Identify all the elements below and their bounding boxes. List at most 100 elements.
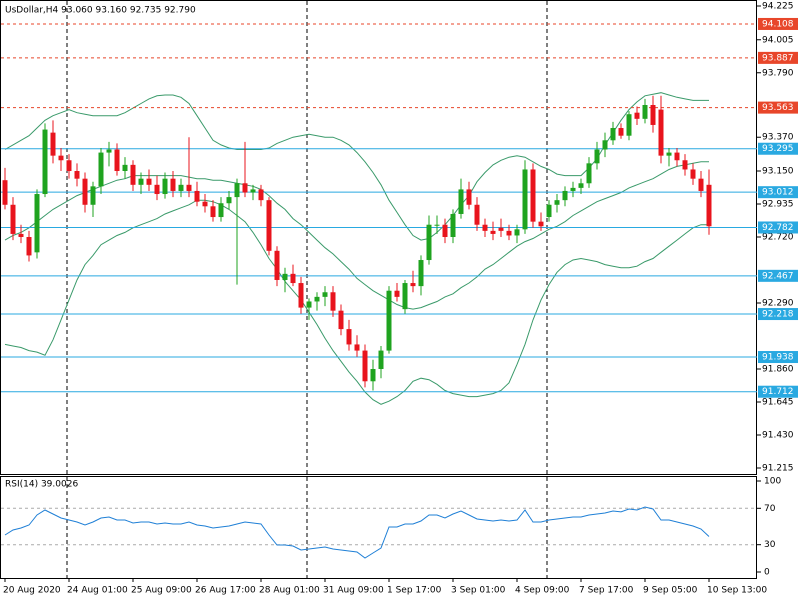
x-tick-label: 7 Sep 17:00 [579,586,634,596]
y-tick-label: 93.370 [762,133,794,143]
candle-body [306,301,312,308]
candle-body [58,155,64,161]
period-separators [66,1,548,578]
bollinger-band [4,199,709,405]
candle-body [530,169,536,222]
rsi-panel-frame [0,476,757,579]
candle-body [210,206,216,218]
candle-body [618,128,624,136]
candle-body [266,200,272,251]
x-tick-label: 10 Sep 13:00 [707,586,767,596]
candle-body [642,105,648,119]
level-label: 93.012 [762,188,794,198]
candle-body [362,350,368,382]
candle-body [242,183,248,193]
candle-body [554,200,560,205]
candle-body [402,283,408,310]
candle-body [698,178,704,191]
candle-body [290,273,296,284]
x-tick-label: 31 Aug 09:00 [323,586,384,596]
candle-body [426,224,432,261]
candle-body [10,204,16,234]
level-label: 92.467 [762,271,794,281]
level-label-box [758,221,798,234]
candle-body [66,160,72,171]
y-tick-label: 94.005 [762,35,794,45]
candle-body [90,186,96,205]
candle-body [570,187,576,191]
candle-body [546,204,552,218]
candle-body [274,250,280,280]
candle-body [482,224,488,231]
candle-body [114,149,120,171]
candle-body [658,109,664,156]
level-label-box [758,142,798,155]
candle-body [146,178,152,185]
candle-body [258,189,264,201]
candle-body [586,163,592,184]
candle-body [450,213,456,237]
y-tick-label: 0 [764,568,770,578]
level-label: 93.563 [762,103,794,113]
candle-body [218,203,224,218]
level-label-box [758,51,798,64]
x-tick-label: 25 Aug 09:00 [131,586,192,596]
y-tick-label: 92.935 [762,200,794,210]
x-tick-label: 3 Sep 01:00 [451,586,506,596]
y-tick-label: 100 [764,477,781,487]
candle-body [98,152,104,187]
y-tick-label: 91.215 [762,464,794,474]
y-tick-label: 93.150 [762,167,794,177]
x-tick-label: 24 Aug 01:00 [67,586,128,596]
candle-body [282,273,288,280]
candle-body [490,230,496,234]
level-label: 94.108 [762,19,794,29]
y-tick-label: 92.290 [762,299,794,309]
candle-body [458,189,464,214]
candle-body [226,197,232,204]
candle-body [2,180,8,205]
candle-body [498,227,504,231]
candle-body [354,344,360,351]
candle-body [122,164,128,171]
level-label-box [758,17,798,30]
candle-body [522,169,528,230]
candle-body [602,140,608,150]
candle-body [338,310,344,330]
x-tick-label: 4 Sep 09:00 [515,586,570,596]
candle-body [538,221,544,227]
level-label-box [758,269,798,282]
bollinger-band [4,161,709,310]
candle-body [410,283,416,287]
y-tick-label: 94.225 [762,2,794,12]
level-label-box [758,186,798,199]
candle-body [50,132,56,156]
candle-body [370,369,376,382]
y-tick-label: 93.790 [762,68,794,78]
x-tick-label: 20 Aug 2020 [3,586,61,596]
candle-body [202,201,208,207]
y-tick-label: 91.645 [762,398,794,408]
candle-body [514,229,520,236]
candle-body [18,233,24,237]
candle-body [314,296,320,302]
x-tick-label: 26 Aug 17:00 [195,586,256,596]
candle-body [562,190,568,201]
chart-title: UsDollar,H4 93.060 93.160 92.735 92.790 [5,6,196,16]
candle-body [378,350,384,369]
bollinger-band [4,92,709,241]
level-label: 93.887 [762,53,794,63]
candle-body [442,224,448,237]
y-tick-label: 91.430 [762,431,794,441]
candle-body [106,149,112,153]
level-label: 92.218 [762,310,794,320]
candle-body [330,292,336,311]
candle-body [178,184,184,191]
level-label: 92.782 [762,223,794,233]
x-tick-label: 9 Sep 05:00 [643,586,698,596]
candle-body [194,190,200,202]
candle-body [690,169,696,179]
candle-body [666,152,672,156]
candle-body [394,290,400,297]
candle-body [26,237,32,256]
